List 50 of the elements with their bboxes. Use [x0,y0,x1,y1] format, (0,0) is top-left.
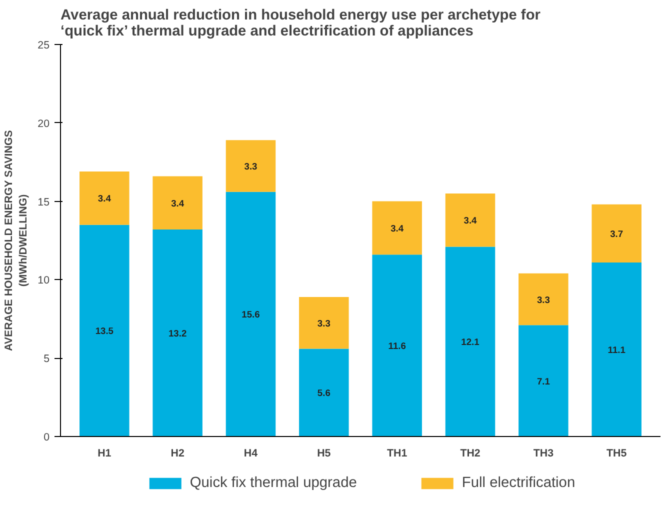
data-label: 3.3 [317,318,330,328]
data-label: 3.7 [610,228,624,239]
bar [518,325,568,436]
data-label: 15.6 [242,310,260,320]
bar [226,192,276,436]
x-tick-label: H2 [170,448,184,460]
bar [80,224,130,436]
chart-title: Average annual reduction in household energy use per archetype for ‘quick fix’ thermal upgrade and electrification of appliances [60,8,541,40]
data-label: 7.1 [536,376,550,386]
x-tick-label: TH3 [533,448,554,460]
bar [592,204,642,262]
y-tick-label: 15 [38,196,50,208]
x-tick-label: H5 [317,448,331,460]
x-tick-label: TH5 [606,448,627,460]
bar [372,254,422,436]
data-label: 11.1 [608,344,626,355]
y-tick-label: 0 [44,432,50,444]
bar [592,262,642,436]
data-label: 12.1 [461,337,480,348]
x-tick-label: TH1 [387,448,408,460]
data-label: 3.4 [464,216,478,226]
data-label: 3.4 [390,223,404,234]
data-label: 13.2 [168,328,187,339]
y-tick-label: 10 [38,274,50,287]
data-label: 3.3 [536,294,550,305]
data-label: 5.6 [317,388,330,398]
legend-label: Quick fix thermal upgrade [190,475,357,491]
bar [152,176,202,230]
data-label: 11.6 [388,341,406,352]
x-tick-label: H4 [244,448,258,460]
bar [445,193,496,247]
bar [152,230,202,436]
x-tick-label: H1 [98,448,112,460]
bar [299,348,349,436]
data-label: 3.3 [244,162,258,172]
bar [226,140,276,192]
y-tick-label: 20 [38,118,50,130]
data-label: 3.4 [98,194,112,204]
x-tick-label: TH2 [460,448,480,460]
bar [372,201,422,255]
data-label: 13.5 [95,326,114,336]
y-axis-title: AVERAGE HOUSEHOLD ENERGY SAVINGS (MWh/DWELLING) [3,130,30,352]
legend-label: Full electrification [462,475,576,491]
bar [299,296,349,349]
bar [80,172,130,225]
y-tick-label: 25 [38,40,50,52]
bar [445,246,496,436]
bar [518,273,568,326]
y-tick-label: 5 [44,353,50,366]
data-label: 3.4 [171,198,185,208]
